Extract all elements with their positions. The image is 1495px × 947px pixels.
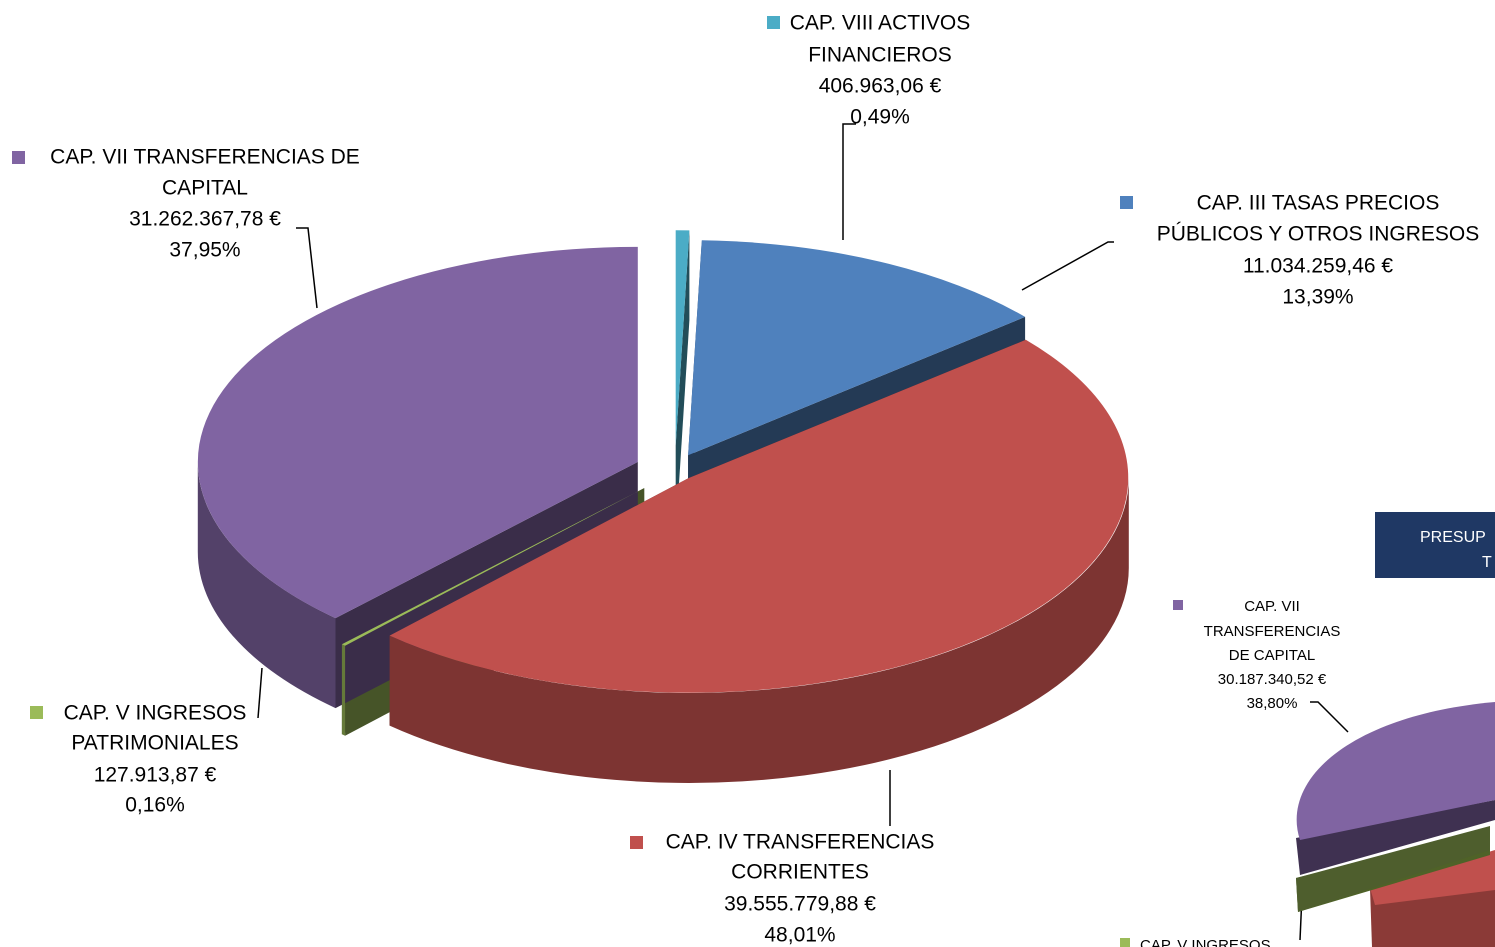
data-label: 406.963,06 € [819, 75, 942, 98]
category-label: PÚBLICOS Y OTROS INGRESOS [1157, 223, 1479, 246]
slice-side [389, 478, 1129, 783]
slice [197, 246, 638, 619]
chart-title: PRESUP [1420, 529, 1486, 546]
slice-side [197, 461, 336, 709]
leader-line [1310, 701, 1349, 733]
category-label: FINANCIEROS [808, 44, 952, 67]
leader-line [257, 667, 263, 719]
chart-title: T [1482, 554, 1492, 571]
data-label: 39.555.779,88 € [724, 893, 876, 916]
legend-swatch [1120, 938, 1130, 947]
slice [389, 339, 1129, 693]
category-label: CAP. VIII ACTIVOS [790, 12, 971, 35]
slice-side [675, 230, 690, 536]
data-label: 0,49% [850, 106, 910, 129]
category-label: CAP. IV TRANSFERENCIAS [666, 831, 935, 854]
slice-side [341, 644, 346, 736]
category-label: CAP. III TASAS PRECIOS [1197, 192, 1440, 215]
title-box [1375, 512, 1495, 578]
legend-swatch [1120, 196, 1133, 209]
data-label: 31.262.367,78 € [129, 208, 281, 231]
slice-side [1296, 826, 1490, 912]
labels: CAP. VIII ACTIVOS FINANCIEROS 406.963,06 €… [12, 12, 1479, 947]
category-label: CORRIENTES [731, 861, 869, 884]
slice-top [1370, 850, 1495, 905]
legend-swatch [767, 16, 780, 29]
legend-swatch [12, 151, 25, 164]
category-label: CAP. V INGRESOS [1140, 937, 1271, 947]
data-label: 30.187.340,52 € [1218, 671, 1327, 688]
data-label: 0,16% [125, 794, 185, 817]
slice-side [1296, 800, 1495, 875]
data-label: 38,80% [1247, 695, 1298, 712]
slice [1296, 702, 1495, 840]
leader-line [842, 123, 856, 240]
legend-swatch [630, 836, 643, 849]
leader-line [296, 227, 318, 309]
data-label: 13,39% [1282, 286, 1353, 309]
data-label: 127.913,87 € [94, 764, 217, 787]
category-label: TRANSFERENCIAS [1204, 623, 1341, 640]
legend-swatch [1173, 600, 1183, 610]
category-label: CAPITAL [162, 177, 248, 200]
category-label: CAP. VII TRANSFERENCIAS DE [50, 146, 360, 169]
leader-line [1021, 241, 1114, 291]
category-label: CAP. V INGRESOS [64, 702, 247, 725]
slice [341, 488, 645, 646]
legend-swatch [30, 706, 43, 719]
category-label: DE CAPITAL [1229, 647, 1315, 664]
category-label: CAP. VII [1244, 598, 1300, 615]
category-label: PATRIMONIALES [71, 732, 238, 755]
data-label: 48,01% [764, 924, 835, 947]
slice [675, 230, 690, 446]
data-label: 11.034.259,46 € [1243, 255, 1394, 278]
second-pie: PRESUP T CAP. VII TRANSFERENCIAS DE CAPITA… [1120, 512, 1495, 947]
data-label: 37,95% [169, 239, 240, 262]
slice [688, 240, 1026, 456]
main-pie [197, 230, 1129, 783]
